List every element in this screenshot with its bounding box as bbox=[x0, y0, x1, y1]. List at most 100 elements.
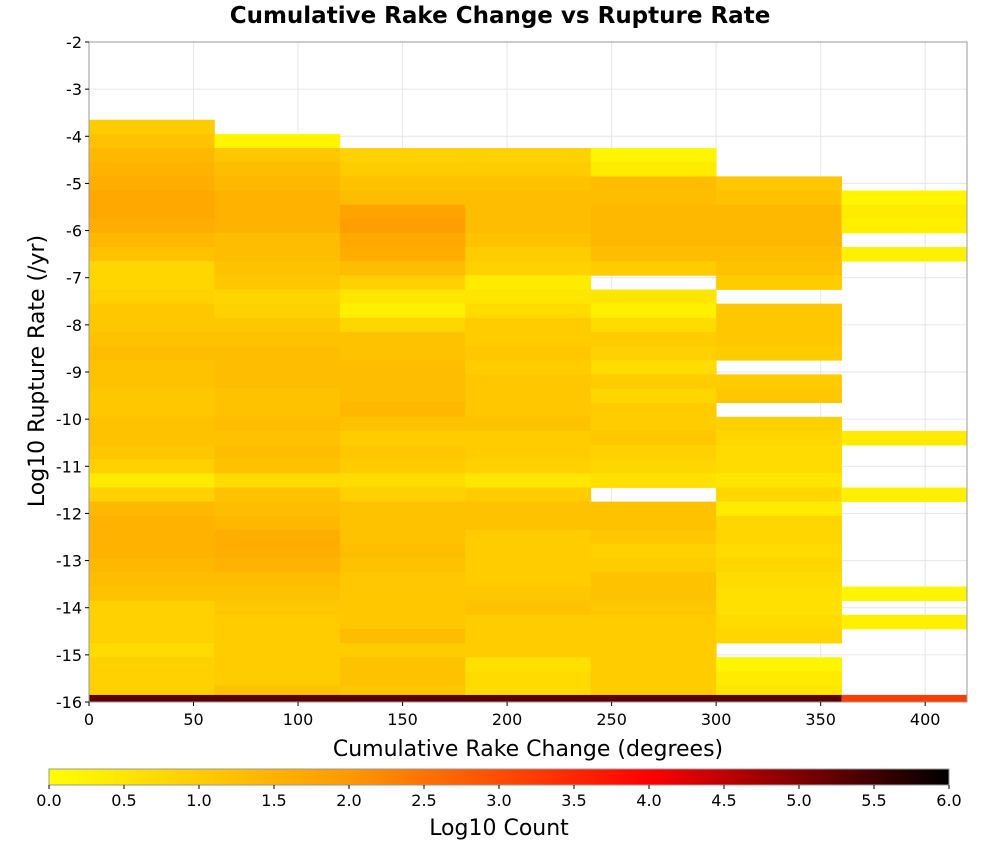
heatmap-cell bbox=[89, 176, 215, 191]
heatmap-cell bbox=[214, 275, 341, 290]
heatmap-cell bbox=[339, 303, 466, 319]
heatmap-cell bbox=[465, 487, 592, 503]
heatmap-cell bbox=[214, 190, 341, 206]
heatmap-cell bbox=[339, 558, 466, 573]
y-tick-label: -13 bbox=[56, 552, 82, 571]
heatmap-cell bbox=[214, 628, 341, 644]
y-axis-label: Log10 Rupture Rate (/yr) bbox=[25, 235, 50, 507]
x-tick-label: 150 bbox=[387, 710, 418, 729]
heatmap-cell bbox=[590, 176, 717, 191]
heatmap-cell bbox=[716, 558, 842, 573]
heatmap-cell bbox=[89, 501, 215, 517]
heatmap-cell bbox=[214, 572, 341, 587]
heatmap-cell bbox=[339, 247, 466, 262]
heatmap-cell bbox=[590, 544, 717, 559]
heatmap-cell bbox=[841, 614, 968, 630]
x-tick-label: 300 bbox=[701, 710, 732, 729]
heatmap-cell bbox=[716, 176, 842, 191]
heatmap-cell bbox=[716, 331, 842, 347]
heatmap-cell bbox=[465, 303, 592, 319]
heatmap-cell bbox=[339, 176, 466, 191]
heatmap-cell bbox=[89, 204, 215, 220]
heatmap-cell bbox=[89, 430, 215, 446]
heatmap-cell bbox=[590, 402, 717, 418]
heatmap-cell bbox=[214, 247, 341, 262]
y-tick-label: -12 bbox=[56, 504, 82, 523]
heatmap-cell bbox=[89, 346, 215, 361]
heatmap-cell bbox=[339, 643, 466, 658]
heatmap-cell bbox=[339, 204, 466, 220]
heatmap-cell bbox=[716, 473, 842, 488]
heatmap-cell bbox=[716, 346, 842, 361]
heatmap-cell bbox=[590, 473, 717, 488]
heatmap-cell bbox=[590, 586, 717, 602]
heatmap-cell bbox=[465, 515, 592, 531]
heatmap-cell bbox=[465, 657, 592, 672]
colorbar-tick-label: 2.0 bbox=[336, 791, 361, 810]
heatmap-cell bbox=[716, 614, 842, 630]
colorbar-tick-label: 4.5 bbox=[711, 791, 736, 810]
heatmap-cell bbox=[214, 600, 341, 616]
colorbar-tick-label: 0.0 bbox=[36, 791, 61, 810]
heatmap-cell bbox=[89, 586, 215, 602]
heatmap-cell bbox=[716, 190, 842, 206]
heatmap-cell bbox=[465, 331, 592, 347]
heatmap-cell bbox=[590, 346, 717, 361]
heatmap-cell bbox=[841, 487, 968, 503]
heatmap-cell bbox=[465, 247, 592, 262]
heatmap-cell bbox=[89, 416, 215, 432]
heatmap-cell bbox=[590, 501, 717, 517]
heatmap-cell bbox=[89, 388, 215, 404]
heatmap-cell bbox=[214, 232, 341, 248]
heatmap-cell bbox=[465, 614, 592, 630]
heatmap-cell bbox=[465, 558, 592, 573]
heatmap-cell bbox=[89, 119, 215, 135]
heatmap-cell bbox=[214, 501, 341, 517]
heatmap-cell bbox=[841, 218, 968, 234]
heatmap-cell bbox=[465, 176, 592, 191]
colorbar-tick-label: 2.5 bbox=[411, 791, 436, 810]
colorbar-tick-label: 5.5 bbox=[861, 791, 886, 810]
colorbar-tick-label: 1.0 bbox=[186, 791, 211, 810]
heatmap-cell bbox=[716, 671, 842, 686]
x-tick-label: 400 bbox=[910, 710, 941, 729]
heatmap-cell bbox=[339, 162, 466, 177]
heatmap-cell bbox=[590, 162, 717, 177]
heatmap-cell bbox=[339, 317, 466, 333]
heatmap-cell bbox=[89, 190, 215, 206]
heatmap-cell bbox=[89, 628, 215, 644]
heatmap-cell bbox=[716, 657, 842, 672]
heatmap-cell bbox=[339, 544, 466, 559]
heatmap-cell bbox=[716, 232, 842, 248]
heatmap-cell bbox=[89, 600, 215, 616]
heatmap-cell bbox=[214, 544, 341, 559]
heatmap-cell bbox=[465, 430, 592, 446]
heatmap-cell bbox=[590, 360, 717, 375]
heatmap-cell bbox=[716, 586, 842, 602]
heatmap-cell bbox=[716, 544, 842, 559]
heatmap-cell bbox=[339, 148, 466, 163]
heatmap-cell bbox=[716, 529, 842, 545]
y-tick-label: -16 bbox=[56, 693, 82, 712]
heatmap-cell bbox=[590, 204, 717, 220]
x-tick-label: 200 bbox=[492, 710, 523, 729]
heatmap-cell bbox=[465, 162, 592, 177]
x-tick-label: 0 bbox=[84, 710, 94, 729]
colorbar-label: Log10 Count bbox=[429, 816, 569, 841]
heatmap-cell bbox=[214, 289, 341, 305]
heatmap-cell bbox=[89, 360, 215, 375]
heatmap-cell bbox=[214, 402, 341, 418]
heatmap-cell bbox=[841, 190, 968, 206]
heatmap-cell bbox=[339, 360, 466, 375]
heatmap-cell bbox=[89, 515, 215, 531]
heatmap-cell bbox=[214, 374, 341, 389]
heatmap-cell bbox=[716, 275, 842, 290]
heatmap-cell-bottom-band bbox=[841, 694, 967, 702]
heatmap-cell bbox=[590, 614, 717, 630]
heatmap-cell-bottom-band bbox=[89, 694, 842, 702]
heatmap-cell bbox=[465, 572, 592, 587]
heatmap-cell bbox=[339, 501, 466, 517]
heatmap-cell bbox=[465, 346, 592, 361]
heatmap-cell bbox=[339, 374, 466, 389]
heatmap-cell bbox=[716, 445, 842, 460]
